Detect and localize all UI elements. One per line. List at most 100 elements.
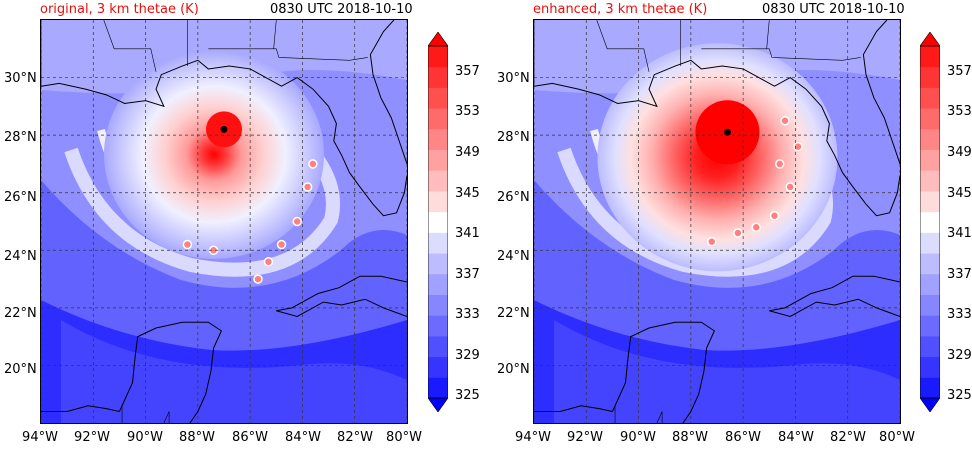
- lat-label: 22°N: [497, 306, 530, 321]
- lon-label: 94°W: [515, 430, 551, 445]
- lon-label: 90°W: [127, 430, 163, 445]
- colorbar-segment: [920, 253, 940, 275]
- convective-cell: [302, 182, 313, 192]
- colorbar-segment: [428, 273, 448, 295]
- convective-cell: [308, 159, 318, 169]
- coastline: [276, 275, 407, 312]
- colorbar-segment: [428, 66, 448, 88]
- colorbar-segment: [920, 315, 940, 337]
- colorbar-segment: [428, 149, 448, 171]
- political-border: [596, 20, 650, 72]
- colorbar-segment: [428, 190, 448, 213]
- storm-center-marker: [723, 128, 731, 136]
- colorbar-label: 341: [947, 226, 972, 241]
- lon-label: 94°W: [22, 430, 58, 445]
- lon-label: 92°W: [567, 430, 603, 445]
- colorbar-segment: [428, 170, 448, 192]
- colorbar-scale: [919, 31, 941, 413]
- lon-label: 90°W: [620, 430, 656, 445]
- coastline: [118, 321, 223, 423]
- colorbar-segment: [920, 170, 940, 192]
- colorbar-label: 357: [947, 64, 972, 79]
- colorbar-extend-min: [427, 397, 449, 413]
- colorbar-label: 337: [455, 267, 480, 282]
- colorbar-segment: [428, 253, 448, 275]
- lat-label: 26°N: [497, 190, 530, 205]
- thetae-spiral-band: [64, 135, 340, 277]
- political-border: [273, 20, 277, 49]
- coastline: [769, 298, 900, 318]
- convective-cell: [751, 222, 761, 233]
- storm-core: [104, 49, 324, 259]
- coastline: [369, 20, 407, 165]
- colorbar-label: 333: [455, 307, 480, 322]
- thetae-south-band: [554, 320, 900, 423]
- lon-label: 86°W: [725, 430, 761, 445]
- convective-cell: [182, 239, 193, 250]
- convective-cell: [769, 210, 780, 221]
- coastline: [276, 298, 407, 318]
- map-enhanced[interactable]: [533, 19, 901, 424]
- lat-label: 22°N: [4, 306, 37, 321]
- colorbar-label: 349: [455, 145, 480, 160]
- colorbar-scale: [427, 31, 449, 413]
- colorbar-extend-min: [919, 397, 941, 413]
- colorbar-segment: [920, 108, 940, 130]
- colorbar-label: 353: [455, 104, 480, 119]
- colorbar-segment: [920, 273, 940, 295]
- colorbar-label: 333: [947, 307, 972, 322]
- colorbar-segment: [428, 294, 448, 316]
- colorbar-segment: [428, 46, 448, 68]
- lon-label: 82°W: [337, 430, 373, 445]
- colorbar-segment: [920, 335, 940, 358]
- colorbar-label: 341: [455, 226, 480, 241]
- colorbar-segment: [428, 335, 448, 358]
- lat-label: 20°N: [4, 362, 37, 377]
- lon-label: 88°W: [672, 430, 708, 445]
- colorbar-segment: [920, 46, 940, 68]
- lon-label: 80°W: [386, 430, 422, 445]
- thetae-field-map: [534, 20, 900, 423]
- political-border: [701, 48, 861, 61]
- political-border: [163, 411, 170, 423]
- political-border: [103, 20, 157, 72]
- panel-title: enhanced, 3 km thetae (K): [533, 2, 708, 17]
- colorbar-label: 345: [947, 186, 972, 201]
- colorbar-segment: [920, 149, 940, 171]
- lat-label: 30°N: [497, 71, 530, 86]
- colorbar-segment: [920, 356, 940, 378]
- lat-label: 20°N: [497, 362, 530, 377]
- political-border: [601, 405, 616, 423]
- lon-label: 84°W: [778, 430, 814, 445]
- map-original[interactable]: [40, 19, 408, 424]
- lat-label: 24°N: [497, 249, 530, 264]
- colorbar-segment: [920, 294, 940, 316]
- lat-label: 30°N: [4, 71, 37, 86]
- colorbar-extend-max: [427, 31, 449, 47]
- coastline: [611, 321, 716, 423]
- colorbar-segment: [428, 315, 448, 337]
- convective-cell: [276, 239, 287, 250]
- colorbar-label: 325: [947, 388, 972, 403]
- coastline: [862, 20, 900, 165]
- colorbar-label: 329: [455, 348, 480, 363]
- lon-label: 92°W: [74, 430, 110, 445]
- colorbar-segment: [428, 232, 448, 254]
- lon-label: 82°W: [830, 430, 866, 445]
- storm-center-marker: [220, 125, 228, 133]
- lon-label: 80°W: [879, 430, 915, 445]
- colorbar-segment: [920, 66, 940, 88]
- convective-cell: [292, 216, 302, 227]
- convective-cell: [780, 116, 790, 126]
- convective-cell: [253, 274, 263, 284]
- convective-cell: [733, 228, 743, 238]
- colorbar-segment: [920, 128, 940, 151]
- thetae-field-map: [41, 20, 407, 423]
- colorbar-segment: [428, 377, 448, 399]
- colorbar-extend-max: [919, 31, 941, 47]
- colorbar-label: 325: [455, 388, 480, 403]
- coastline: [534, 59, 900, 217]
- panel-title: original, 3 km thetae (K): [40, 2, 199, 17]
- lat-label: 24°N: [4, 249, 37, 264]
- lat-label: 28°N: [497, 130, 530, 145]
